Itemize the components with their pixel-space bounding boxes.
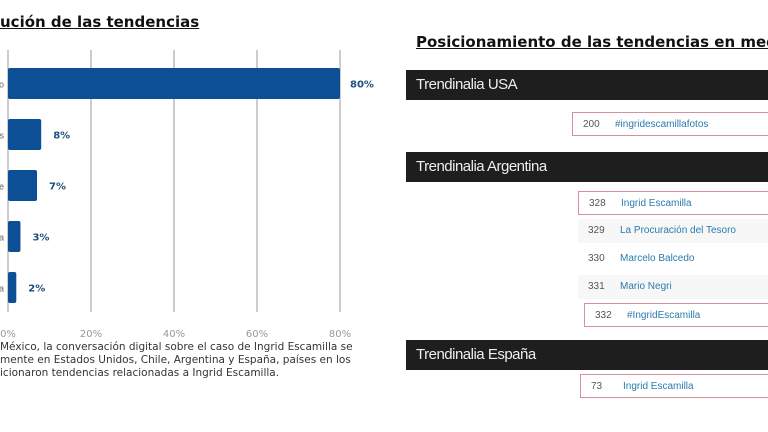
trend-rank: 330 (588, 253, 605, 264)
trend-link[interactable]: Mario Negri (620, 281, 672, 292)
trend-rank: 332 (595, 310, 612, 321)
trend-row[interactable]: 73 Ingrid Escamilla (580, 374, 768, 398)
x-tick-label: 0% (0, 329, 16, 340)
trend-rank: 329 (588, 225, 605, 236)
trend-row[interactable]: 332 #IngridEscamilla (584, 303, 768, 327)
bar (8, 119, 42, 150)
trend-row[interactable]: 200 #ingridescamillafotos (572, 112, 768, 136)
media-title: Posicionamiento de las tendencias en med… (416, 33, 768, 51)
caption-line: mente en Estados Unidos, Chile, Argentin… (0, 354, 351, 366)
data-label: 7% (49, 182, 66, 193)
trend-row[interactable]: 329 La Procuración del Tesoro (578, 219, 768, 243)
trend-row[interactable]: 330 Marcelo Balcedo (578, 247, 768, 271)
x-tick-label: 20% (80, 329, 102, 340)
bar (8, 170, 38, 201)
caption-line: México, la conversación digital sobre el… (0, 341, 353, 353)
category-label: a (0, 284, 4, 294)
trend-rank: 331 (588, 281, 605, 292)
trend-link[interactable]: Ingrid Escamilla (621, 198, 692, 209)
trend-link[interactable]: Marcelo Balcedo (620, 253, 695, 264)
data-label: 80% (350, 80, 374, 91)
section-header-usa: Trendinalia USA (406, 70, 768, 100)
chart-title: ución de las tendencias (0, 13, 200, 31)
caption-line: icionaron tendencias relacionadas a Ingr… (0, 367, 280, 379)
trend-rank: 328 (589, 198, 606, 209)
section-header-espana: Trendinalia España (406, 340, 768, 370)
trend-rank: 200 (583, 119, 600, 130)
trend-rank: 73 (591, 381, 603, 392)
trend-link[interactable]: Ingrid Escamilla (623, 381, 694, 392)
data-label: 8% (53, 131, 70, 142)
x-tick-label: 40% (163, 329, 185, 340)
category-label: e (0, 182, 4, 192)
category-label: a (0, 233, 4, 243)
trend-link[interactable]: #IngridEscamilla (627, 310, 701, 321)
bar (8, 272, 17, 303)
category-label: s (0, 131, 5, 141)
trend-link[interactable]: #ingridescamillafotos (615, 119, 709, 130)
trend-row[interactable]: 328 Ingrid Escamilla (578, 191, 768, 215)
bar (8, 221, 21, 252)
bar-chart: 0% 20% 40% 60% 80% 80% o 8% s 7% e 3% a 2% a (0, 50, 374, 340)
caption: México, la conversación digital sobre el… (0, 341, 372, 380)
trend-link[interactable]: La Procuración del Tesoro (620, 225, 736, 236)
section-header-argentina: Trendinalia Argentina (406, 152, 768, 182)
data-label: 3% (32, 233, 49, 244)
x-tick-label: 60% (246, 329, 268, 340)
category-label: o (0, 80, 4, 90)
trend-row[interactable]: 331 Mario Negri (578, 275, 768, 299)
x-tick-label: 80% (329, 329, 351, 340)
bar (8, 68, 340, 99)
data-label: 2% (28, 284, 45, 295)
